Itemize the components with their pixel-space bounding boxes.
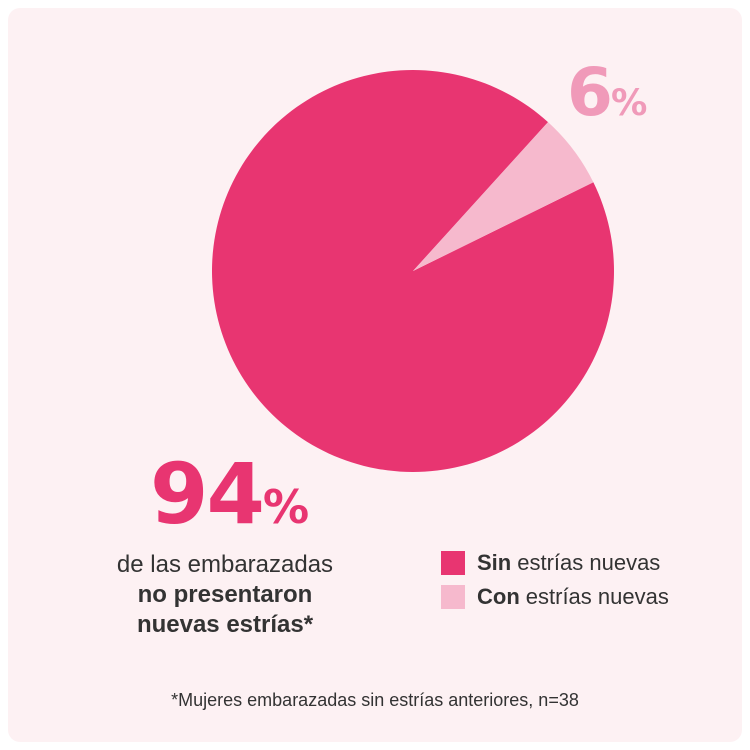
legend-label-bold: Con — [477, 584, 520, 609]
caption-line-1: de las embarazadas — [116, 551, 334, 578]
legend-item-con: Con estrías nuevas — [441, 580, 669, 614]
legend-label-text: estrías nuevas — [525, 584, 669, 609]
data-label-small: 6% — [567, 54, 648, 131]
legend-item-sin: Sin estrías nuevas — [441, 546, 669, 580]
legend-swatch-sin — [441, 551, 465, 575]
footnote: *Mujeres embarazadas sin estrías anterio… — [171, 690, 579, 710]
caption-line-2: no presentaron — [137, 581, 313, 608]
legend: Sin estrías nuevas Con estrías nuevas — [441, 546, 669, 614]
pie-slice-con-estrias — [413, 122, 594, 271]
pie-slice-sin-estrias — [211, 69, 614, 472]
caption: de las embarazadas no presentaron nuevas… — [60, 550, 390, 640]
caption-line-3: nuevas estrías* — [136, 611, 314, 638]
legend-swatch-con — [441, 585, 465, 609]
legend-label-text: estrías nuevas — [517, 550, 661, 575]
legend-label-bold: Sin — [477, 550, 512, 575]
data-label-big: 94% — [150, 445, 310, 543]
